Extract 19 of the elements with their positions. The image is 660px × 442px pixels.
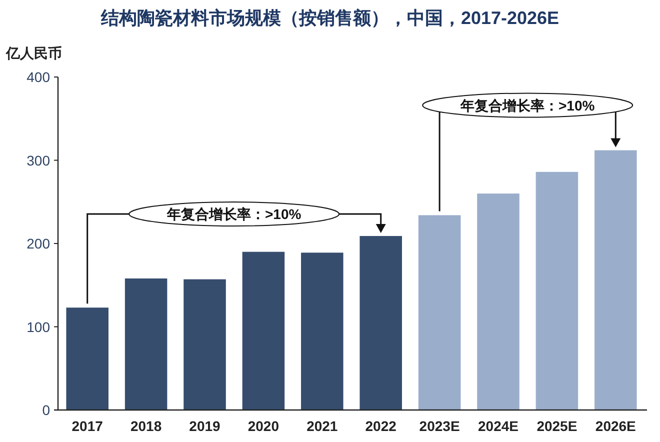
annotation: 年复合增长率：>10%: [460, 97, 596, 114]
x-tick-label: 2024E: [478, 418, 518, 434]
x-tick-label: 2026E: [595, 418, 636, 434]
x-tick-label: 2023E: [419, 418, 460, 434]
x-tick-label: 2018: [130, 418, 162, 434]
x-tick-label: 2019: [189, 418, 221, 434]
y-tick-label: 0: [42, 402, 50, 418]
y-tick-label: 200: [26, 236, 50, 252]
x-tick-label: 2022: [365, 418, 397, 434]
x-tick-label: 2017: [72, 418, 104, 434]
y-axis-title: 亿人民币: [5, 45, 62, 61]
x-tick-label: 2021: [306, 418, 338, 434]
x-tick-label: 2025E: [536, 418, 578, 434]
y-tick-label: 400: [26, 69, 50, 85]
annotation: 年复合增长率：>10%: [166, 206, 302, 222]
y-tick-label: 100: [26, 318, 50, 335]
y-tick-label: 300: [26, 152, 50, 168]
chart-title: 结构陶瓷材料市场规模（按销售额），中国，2017-2026E: [100, 8, 560, 28]
x-tick-label: 2020: [248, 418, 280, 434]
